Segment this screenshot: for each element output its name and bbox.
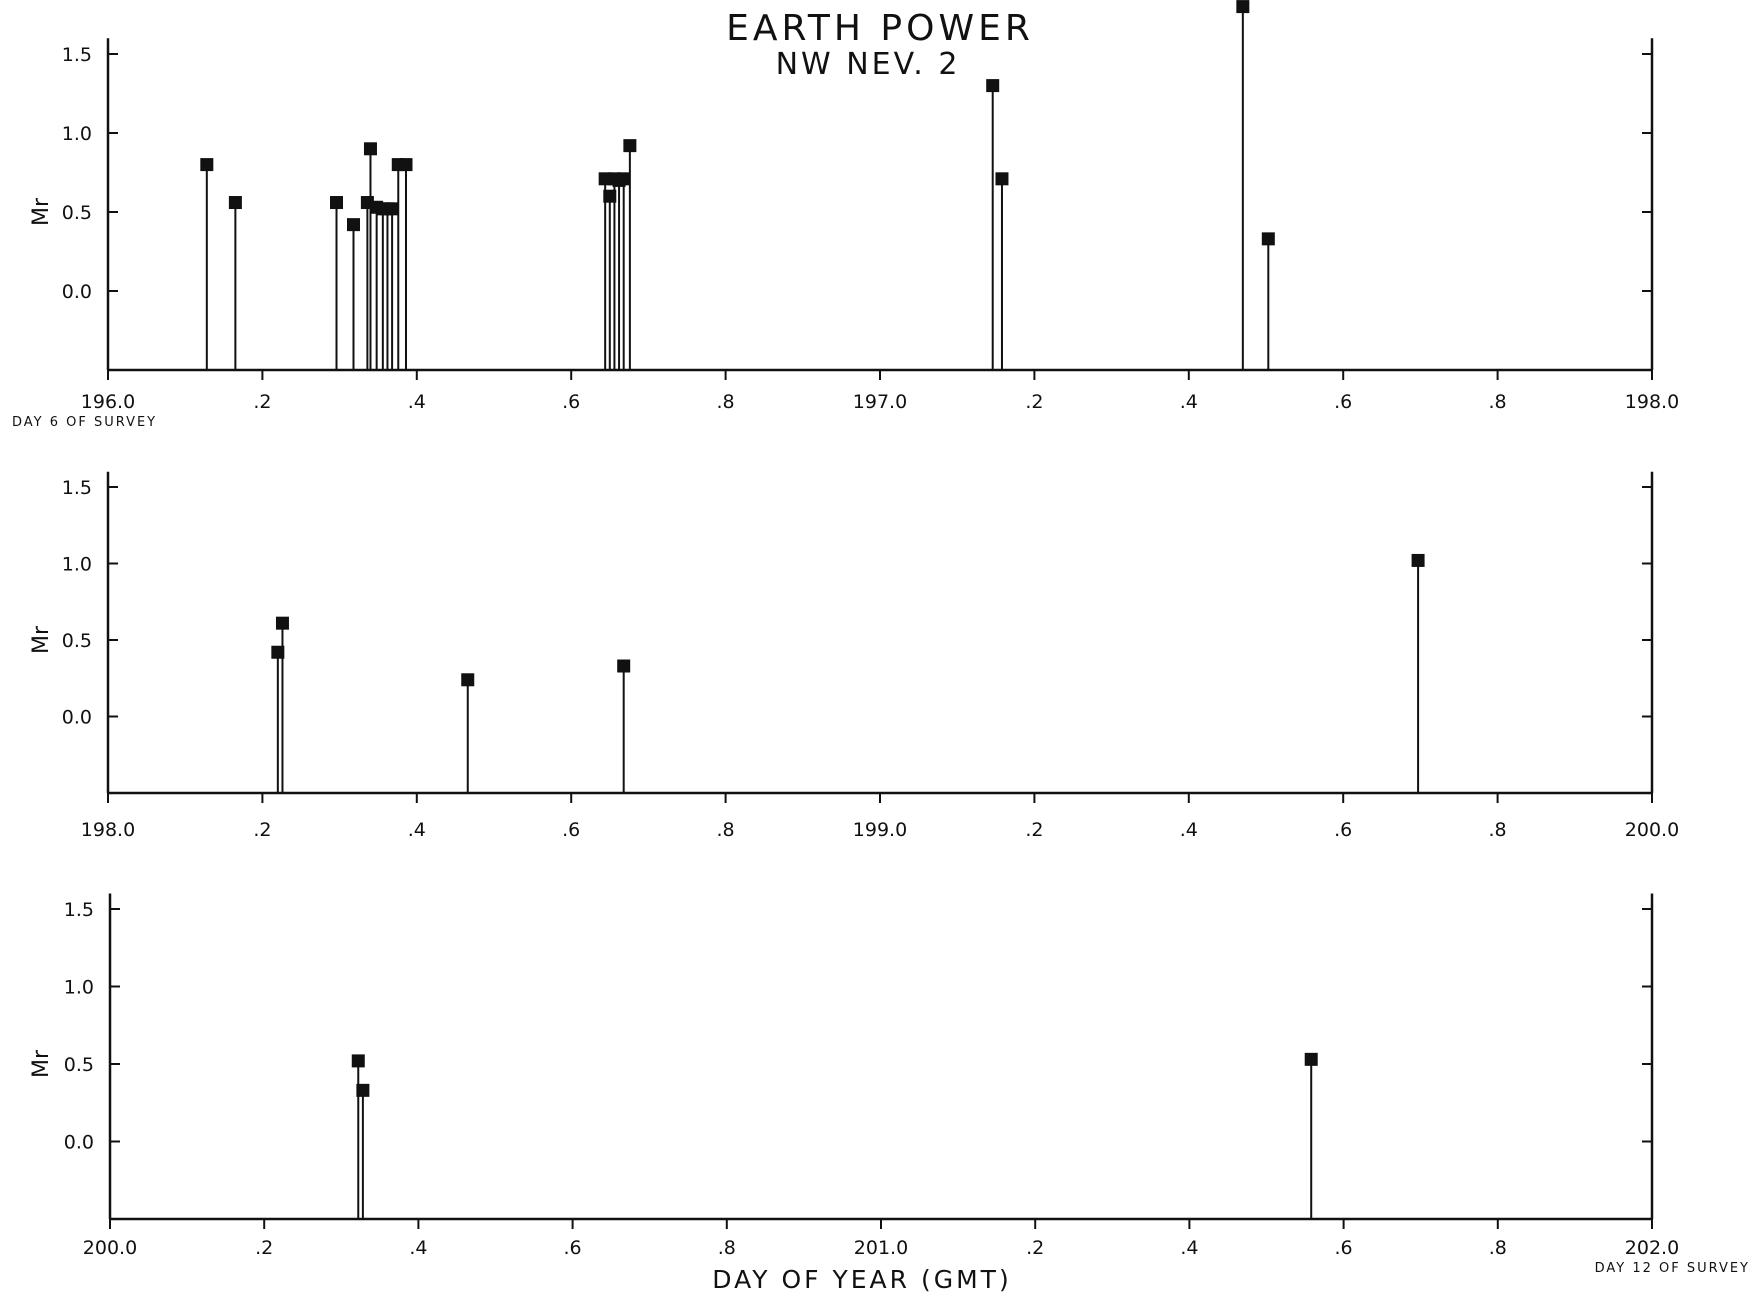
x-tick-label: .2 (1025, 391, 1043, 413)
y-tick-label: 0.5 (62, 630, 92, 652)
y-tick-label: 1.0 (64, 977, 94, 999)
y-tick-label: 0.5 (62, 202, 92, 224)
x-tick-label: .4 (1180, 819, 1198, 841)
y-axis-label: Mr (29, 625, 54, 654)
x-tick-label: .2 (1026, 1237, 1044, 1259)
x-tick-label: 200.0 (1625, 819, 1679, 841)
x-axis-label: DAY OF YEAR (GMT) (712, 1265, 1011, 1294)
event-marker (617, 172, 631, 186)
y-tick-label: 0.0 (62, 281, 92, 303)
x-tick-label: .2 (253, 391, 271, 413)
x-tick-label: 202.0 (1625, 1237, 1679, 1259)
y-axis-label: Mr (29, 197, 54, 226)
event-marker (986, 79, 1000, 93)
event-marker (271, 645, 285, 659)
event-marker (1261, 232, 1275, 246)
panel-2: 198.0 .2 .4 .6 .8 199.0 .2 .4 .6 .8 200.0 1.5 1.0 0.5… (29, 471, 1679, 841)
x-tick-label: .6 (562, 819, 580, 841)
event-marker (385, 202, 399, 216)
event-marker (351, 1054, 365, 1068)
x-tick-label: .6 (1334, 391, 1352, 413)
panels-group: 196.0 .2 .4 .6 .8 197.0 .2 .4 .6 .8 198.0 1.5 1.0 0.5… (12, 0, 1750, 1276)
event-marker (228, 196, 242, 210)
x-tick-label: .4 (409, 1237, 427, 1259)
panel-3: 200.0 .2 .4 .6 .8 201.0 .2 .4 .6 .8 202.0 1.5 1.0 0.5… (29, 893, 1750, 1276)
event-marker (995, 172, 1009, 186)
event-marker (461, 673, 475, 687)
x-tick-label: .6 (1335, 1237, 1353, 1259)
x-tick-label: .2 (255, 1237, 273, 1259)
x-tick-label: .8 (1489, 819, 1507, 841)
event-marker (399, 158, 413, 172)
x-tick-label: .4 (1180, 391, 1198, 413)
y-tick-label: 0.5 (64, 1054, 94, 1076)
x-tick-label: 198.0 (81, 819, 135, 841)
x-tick-label: 200.0 (83, 1237, 137, 1259)
y-tick-label: 1.5 (64, 899, 94, 921)
x-tick-label: .8 (1489, 1237, 1507, 1259)
x-tick-label: 201.0 (854, 1237, 908, 1259)
event-marker (603, 189, 617, 203)
event-marker (1236, 0, 1250, 14)
x-tick-label: .8 (1489, 391, 1507, 413)
panel-1: 196.0 .2 .4 .6 .8 197.0 .2 .4 .6 .8 198.0 1.5 1.0 0.5… (12, 0, 1679, 430)
event-marker (623, 139, 637, 153)
x-tick-label: 199.0 (853, 819, 907, 841)
x-tick-label: .8 (717, 391, 735, 413)
survey-day-note: DAY 12 OF SURVEY (1595, 1261, 1750, 1276)
event-marker (1304, 1052, 1318, 1066)
event-marker (330, 196, 344, 210)
survey-day-note: DAY 6 OF SURVEY (12, 415, 157, 430)
y-tick-label: 1.0 (62, 123, 92, 145)
y-tick-label: 1.5 (62, 44, 92, 66)
x-tick-label: 196.0 (81, 391, 135, 413)
x-tick-label: 197.0 (853, 391, 907, 413)
event-marker (1411, 553, 1425, 567)
chart-subtitle: NW NEV. 2 (776, 47, 961, 82)
event-marker (363, 142, 377, 156)
x-tick-label: .2 (253, 819, 271, 841)
y-tick-label: 0.0 (64, 1132, 94, 1154)
x-tick-label: .6 (562, 391, 580, 413)
event-marker (275, 616, 289, 630)
x-tick-label: .6 (564, 1237, 582, 1259)
x-tick-label: .8 (718, 1237, 736, 1259)
chart-title: EARTH POWER (726, 8, 1034, 49)
y-axis-label: Mr (29, 1049, 54, 1078)
event-marker (356, 1083, 370, 1097)
y-tick-label: 0.0 (62, 707, 92, 729)
y-tick-label: 1.0 (62, 554, 92, 576)
y-tick-label: 1.5 (62, 477, 92, 499)
event-marker (346, 218, 360, 232)
x-tick-label: .4 (408, 391, 426, 413)
x-tick-label: .4 (1180, 1237, 1198, 1259)
x-tick-label: .4 (408, 819, 426, 841)
event-marker (200, 158, 214, 172)
x-tick-label: .2 (1025, 819, 1043, 841)
x-tick-label: .8 (717, 819, 735, 841)
x-tick-label: 198.0 (1625, 391, 1679, 413)
event-marker (617, 659, 631, 673)
x-tick-label: .6 (1334, 819, 1352, 841)
